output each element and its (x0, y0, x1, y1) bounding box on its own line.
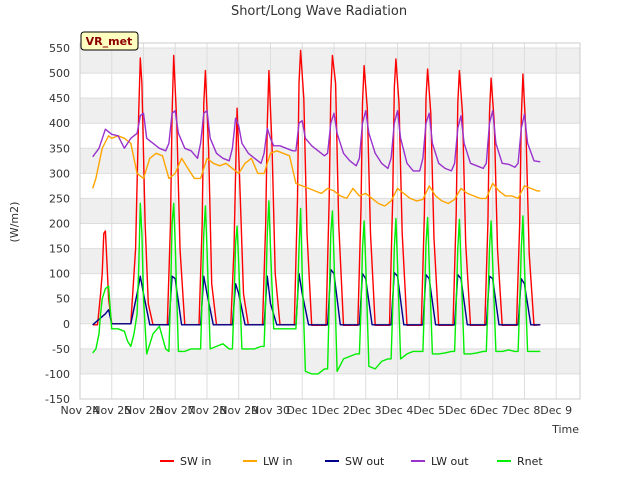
plot-band (80, 348, 580, 374)
legend-label-sw-out: SW out (345, 455, 385, 468)
plot-band (80, 198, 580, 224)
series-line-sw-in (92, 49, 541, 326)
y-tick-label: 400 (49, 117, 70, 130)
x-tick-label: Nov 28 (187, 404, 226, 417)
x-tick-label: Nov 30 (251, 404, 290, 417)
series-line-lw-out (92, 109, 541, 172)
x-tick-label: Dec 1 (286, 404, 318, 417)
x-tick-label: Dec 2 (318, 404, 350, 417)
chart-title: Short/Long Wave Radiation (231, 4, 407, 19)
x-tick-label: Nov 24 (61, 404, 100, 417)
plot-frame (79, 42, 581, 400)
x-tick-label: Dec 7 (477, 404, 509, 417)
y-tick-label: 350 (49, 142, 70, 155)
y-tick-label: 150 (49, 243, 70, 256)
x-tick-label: Dec 4 (382, 404, 414, 417)
legend-label-lw-in: LW in (263, 455, 293, 468)
series-line-rnet (92, 200, 541, 375)
y-tick-label: 250 (49, 192, 70, 205)
plot-band (80, 298, 580, 324)
y-tick-label: -150 (45, 393, 70, 406)
x-tick-label: Nov 26 (124, 404, 163, 417)
y-tick-label: 300 (49, 167, 70, 180)
y-tick-label: 100 (49, 268, 70, 281)
y-tick-label: -100 (45, 368, 70, 381)
y-tick-label: 0 (63, 318, 70, 331)
legend-label-sw-in: SW in (180, 455, 211, 468)
x-tick-label: Nov 25 (92, 404, 131, 417)
x-axis-label: Time (551, 423, 579, 436)
plot-band (80, 48, 580, 74)
x-tick-label: Dec 6 (445, 404, 477, 417)
station-badge-label: VR_met (86, 35, 133, 48)
x-tick-label: Dec 8 (509, 404, 541, 417)
x-tick-label: Dec 5 (413, 404, 445, 417)
y-tick-labels: -150 -100 -50 0 50 100 150 200 250 300 350 400 450 50… (45, 42, 70, 406)
station-badge-box (80, 31, 139, 51)
x-grid (79, 43, 557, 399)
series-lines (92, 49, 541, 375)
y-axis-label: (W/m2) (8, 202, 21, 243)
y-tick-label: 200 (49, 218, 70, 231)
legend: SW in LW in SW out LW out Rnet (160, 455, 543, 468)
x-tick-label: Nov 29 (219, 404, 258, 417)
y-tick-label: 550 (49, 42, 70, 55)
y-tick-label: 500 (49, 67, 70, 80)
y-tick-label: 450 (49, 92, 70, 105)
y-tick-label: 50 (56, 293, 70, 306)
station-badge: VR_met (80, 31, 139, 51)
x-tick-label: Dec 3 (350, 404, 382, 417)
legend-label-lw-out: LW out (431, 455, 469, 468)
x-tick-label: Nov 27 (156, 404, 195, 417)
x-tick-label: Dec 9 (540, 404, 572, 417)
legend-label-rnet: Rnet (517, 455, 543, 468)
y-tick-label: -50 (52, 343, 70, 356)
series-line-lw-in (92, 135, 541, 207)
